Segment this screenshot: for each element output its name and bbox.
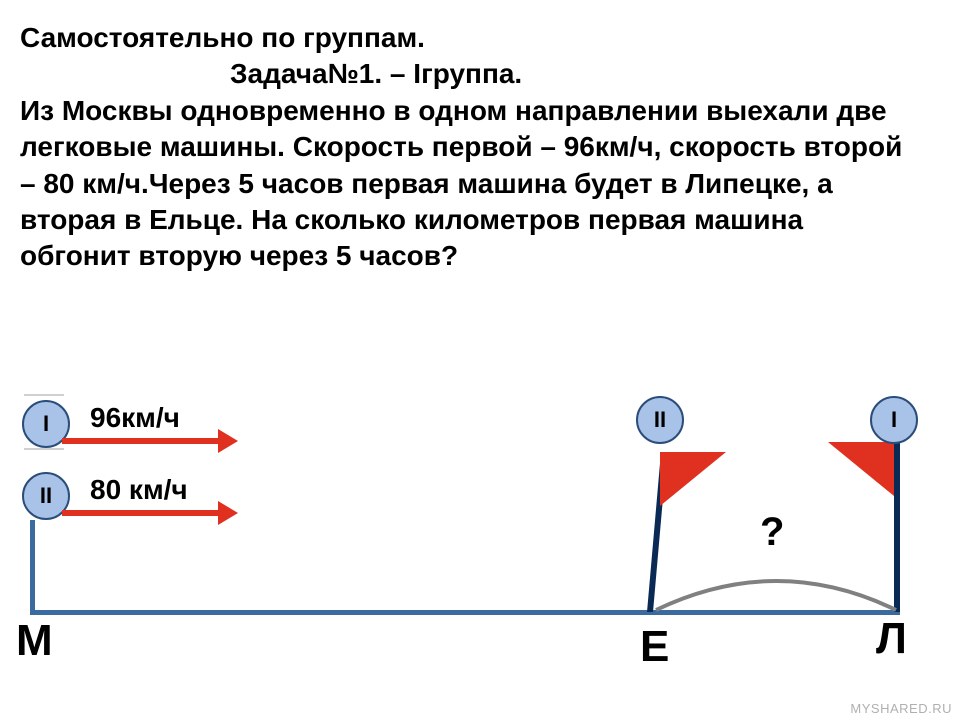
problem-text: Самостоятельно по группам. Задача№1. – I… — [20, 20, 920, 275]
question-mark: ? — [760, 510, 784, 555]
city-L: Л — [876, 614, 907, 664]
diagram: I II 96км/ч 80 км/ч II I ? М Е Л — [0, 380, 960, 710]
watermark: MYSHARED.RU — [850, 701, 952, 716]
line1: Самостоятельно по группам. — [20, 20, 920, 56]
line2: Задача№1. – Iгруппа. — [20, 56, 920, 92]
city-M: М — [16, 616, 53, 666]
arc — [0, 380, 960, 680]
city-E: Е — [640, 622, 669, 672]
body: Из Москвы одновременно в одном направлен… — [20, 93, 920, 275]
